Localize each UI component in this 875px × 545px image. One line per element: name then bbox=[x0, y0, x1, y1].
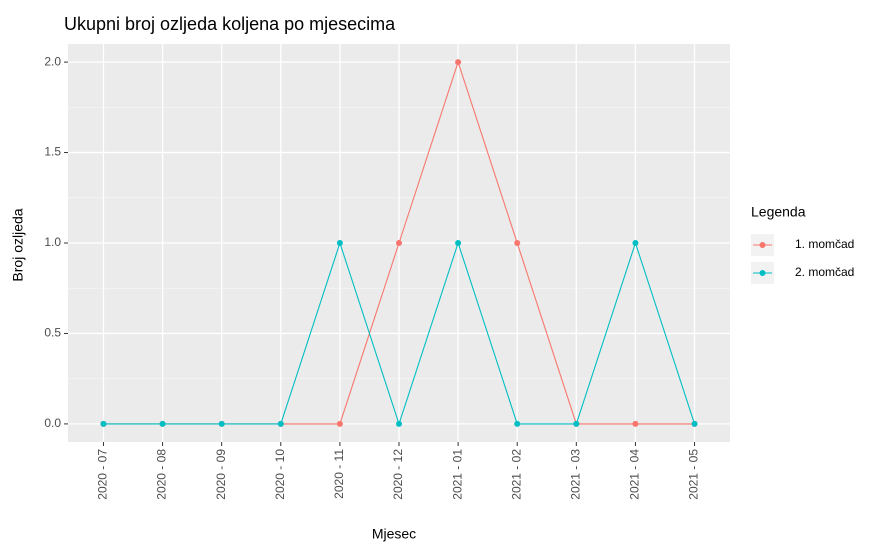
data-point bbox=[455, 59, 462, 66]
legend-title: Legenda bbox=[751, 204, 806, 220]
x-tick-label: 2020 - 09 bbox=[214, 449, 228, 500]
data-point bbox=[396, 420, 402, 427]
data-point bbox=[159, 420, 166, 427]
data-point bbox=[632, 240, 639, 246]
data-point bbox=[277, 420, 284, 427]
x-tick-label: 2020 - 12 bbox=[391, 449, 405, 500]
y-tick-label: 0.5 bbox=[44, 326, 61, 340]
x-tick-label: 2020 - 10 bbox=[273, 449, 287, 500]
data-point bbox=[455, 240, 462, 246]
x-tick-label: 2021 - 02 bbox=[509, 449, 523, 500]
chart-title: Ukupni broj ozljeda koljena po mjesecima bbox=[64, 14, 396, 34]
y-tick-label: 0.0 bbox=[44, 416, 61, 430]
x-tick-label: 2021 - 04 bbox=[628, 449, 642, 500]
x-tick-label: 2020 - 07 bbox=[96, 449, 110, 500]
x-axis-title: Mjesec bbox=[372, 526, 416, 542]
data-point bbox=[514, 420, 521, 427]
data-point bbox=[100, 420, 107, 427]
data-point bbox=[336, 240, 343, 246]
data-point bbox=[691, 420, 698, 427]
y-tick-label: 2.0 bbox=[44, 54, 61, 68]
x-tick-label: 2020 - 11 bbox=[332, 449, 346, 499]
x-tick-label: 2020 - 08 bbox=[155, 449, 169, 500]
x-tick-label: 2021 - 03 bbox=[568, 449, 582, 500]
y-tick-label: 1.0 bbox=[44, 235, 61, 249]
legend-label: 1. momčad bbox=[795, 237, 854, 251]
data-point bbox=[218, 420, 225, 427]
data-point bbox=[396, 240, 402, 246]
legend-key-point bbox=[759, 242, 766, 248]
y-tick-label: 1.5 bbox=[44, 145, 61, 159]
data-point bbox=[336, 420, 343, 427]
legend-label: 2. momčad bbox=[795, 265, 854, 279]
legend-key-point bbox=[759, 270, 766, 276]
data-point bbox=[573, 420, 580, 427]
data-point bbox=[632, 420, 639, 427]
data-point bbox=[514, 240, 521, 246]
y-axis-title: Broj ozljeda bbox=[10, 208, 26, 281]
x-tick-label: 2021 - 01 bbox=[450, 449, 464, 500]
x-tick-label: 2021 - 05 bbox=[687, 449, 701, 500]
